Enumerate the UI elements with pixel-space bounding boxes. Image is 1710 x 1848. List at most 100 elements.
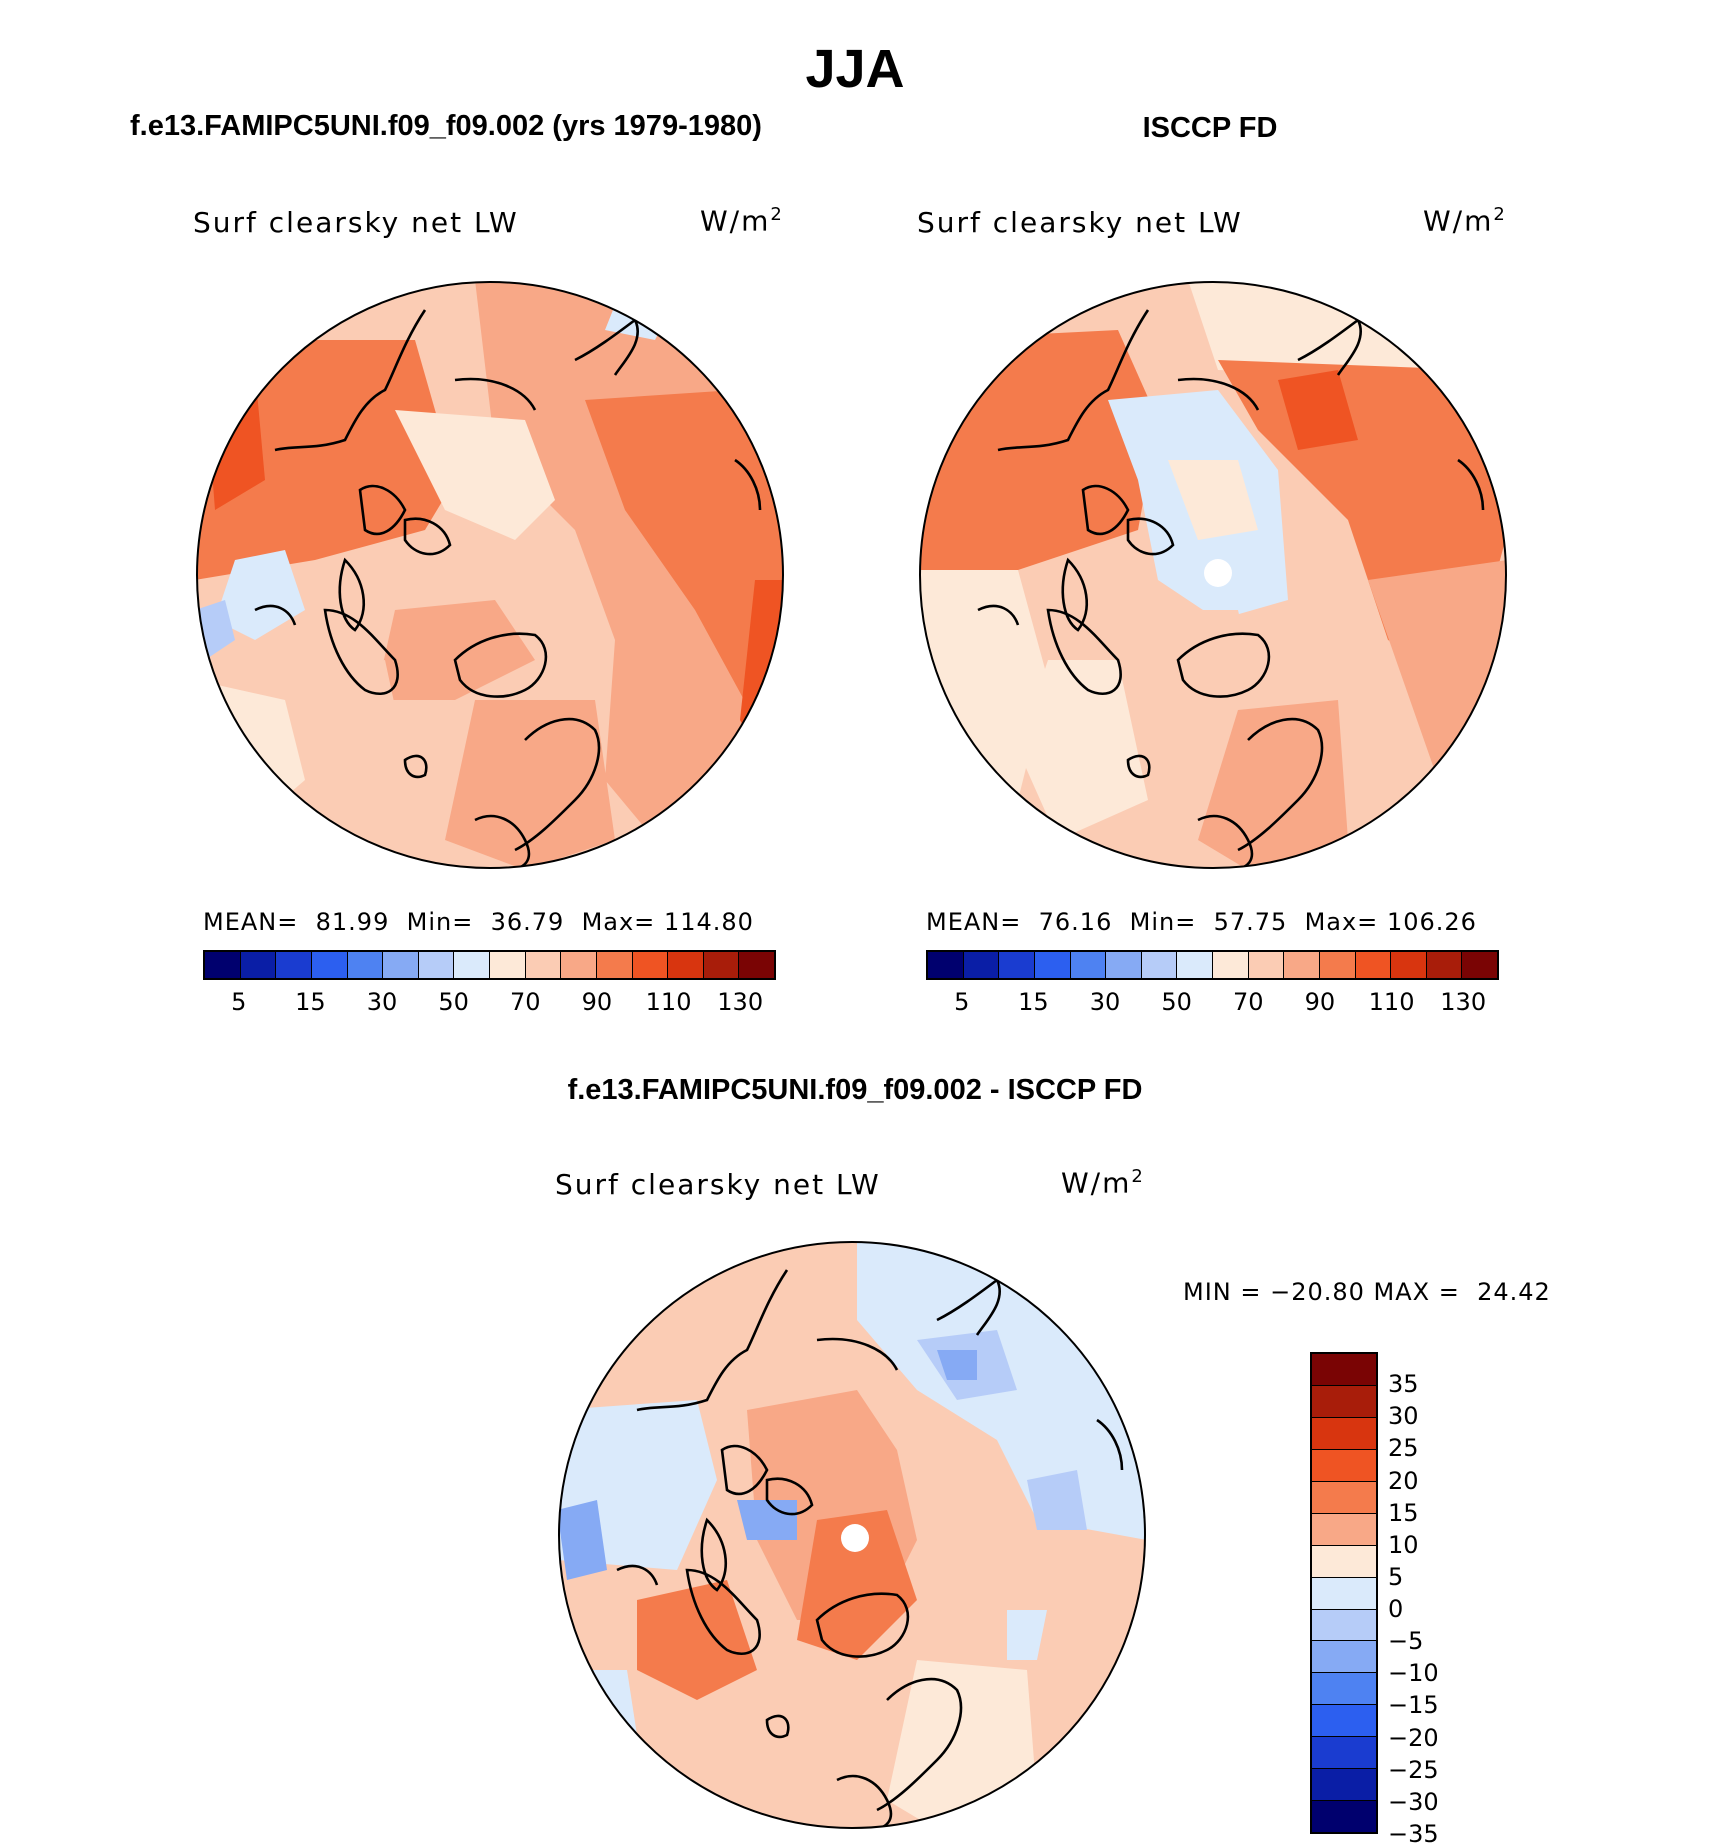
obs-colorbar-cell <box>928 952 964 978</box>
obs-colorbar-cell <box>1462 952 1497 978</box>
model-stats: MEAN= 81.99 Min= 36.79 Max= 114.80 <box>203 908 754 936</box>
model-colorbar <box>203 950 776 980</box>
obs-colorbar-tick-label: 130 <box>1440 988 1487 1016</box>
diff-colorbar-tick-label: −20 <box>1388 1723 1439 1752</box>
model-colorbar-cell <box>668 952 704 978</box>
obs-stats: MEAN= 76.16 Min= 57.75 Max= 106.26 <box>926 908 1477 936</box>
diff-colorbar-cell <box>1312 1801 1376 1833</box>
diff-colorbar-tick-label: 5 <box>1388 1562 1404 1591</box>
obs-case-title: ISCCP FD <box>1142 112 1278 144</box>
obs-colorbar-tick-label: 50 <box>1161 988 1192 1016</box>
model-colorbar-tick-label: 50 <box>438 988 469 1016</box>
diff-colorbar-cell <box>1312 1417 1376 1450</box>
diff-case-title: f.e13.FAMIPC5UNI.f09_f09.002 - ISCCP FD <box>567 1074 1143 1106</box>
obs-colorbar-tick-label: 30 <box>1089 988 1121 1016</box>
obs-colorbar-tick-label: 15 <box>1018 988 1049 1016</box>
obs-colorbar-cell <box>1177 952 1213 978</box>
model-colorbar-cell <box>276 952 312 978</box>
diff-colorbar-tick-label: −25 <box>1388 1755 1439 1784</box>
diff-colorbar-cell <box>1312 1769 1376 1802</box>
model-colorbar-tick-label: 90 <box>581 988 613 1016</box>
model-polar-map <box>196 281 784 869</box>
model-colorbar-cell <box>703 952 740 978</box>
diff-variable-label: Surf clearsky net LW <box>555 1168 881 1201</box>
model-colorbar-cell <box>561 952 597 978</box>
model-colorbar-tick-label: 110 <box>645 988 692 1016</box>
model-colorbar-cell <box>205 952 241 978</box>
obs-colorbar-tick-label: 90 <box>1304 988 1336 1016</box>
model-colorbar-cell <box>525 952 562 978</box>
diff-colorbar-cell <box>1312 1545 1376 1578</box>
diff-units-label: W/m2 <box>1061 1166 1145 1200</box>
diff-colorbar-cell <box>1312 1673 1376 1706</box>
diff-colorbar-cell <box>1312 1481 1376 1514</box>
diff-colorbar-tick-label: −15 <box>1388 1691 1439 1720</box>
diff-colorbar-tick-label: 20 <box>1388 1466 1419 1495</box>
diff-colorbar-tick-label: 15 <box>1388 1498 1419 1527</box>
model-colorbar-cell <box>490 952 526 978</box>
obs-colorbar-tick-label: 70 <box>1233 988 1264 1016</box>
diff-colorbar-cell <box>1312 1385 1376 1418</box>
diff-colorbar-tick-label: 0 <box>1388 1595 1404 1624</box>
obs-units-label: W/m2 <box>1423 204 1507 238</box>
obs-colorbar-cell <box>1248 952 1285 978</box>
obs-colorbar-cell <box>1070 952 1107 978</box>
model-colorbar-tick-label: 5 <box>231 988 247 1016</box>
model-colorbar-tick-label: 30 <box>366 988 398 1016</box>
model-variable-label: Surf clearsky net LW <box>193 206 519 239</box>
model-units-label: W/m2 <box>700 204 784 238</box>
diff-colorbar-cell <box>1312 1737 1376 1770</box>
diff-polar-map <box>558 1241 1146 1829</box>
obs-colorbar-cell <box>1284 952 1320 978</box>
obs-colorbar-ticks: 5 15 30 50 70 90 110 130 <box>926 988 1499 1018</box>
diff-colorbar-cell <box>1312 1513 1376 1546</box>
obs-colorbar-cell <box>1355 952 1392 978</box>
obs-colorbar-cell <box>1034 952 1071 978</box>
model-colorbar-cell <box>418 952 455 978</box>
diff-colorbar-cell <box>1312 1449 1376 1482</box>
model-colorbar-tick-label: 130 <box>717 988 764 1016</box>
obs-colorbar-cell <box>1319 952 1356 978</box>
model-colorbar-cell <box>596 952 633 978</box>
diff-colorbar-tick-label: −5 <box>1388 1627 1424 1656</box>
obs-colorbar-tick-label: 110 <box>1368 988 1415 1016</box>
page-title: JJA <box>805 39 905 99</box>
model-colorbar-tick-label: 70 <box>510 988 541 1016</box>
obs-colorbar-cell <box>999 952 1035 978</box>
diff-colorbar-cell <box>1312 1577 1376 1610</box>
obs-colorbar-cell <box>1141 952 1178 978</box>
diff-colorbar <box>1310 1352 1378 1834</box>
obs-colorbar <box>926 950 1499 980</box>
model-colorbar-cell <box>739 952 774 978</box>
obs-variable-label: Surf clearsky net LW <box>917 206 1243 239</box>
diff-colorbar-tick-label: −30 <box>1388 1787 1439 1816</box>
diff-colorbar-ticks: 35 30 25 20 15 10 5 0 −5 −10 −15 −20 −25 −30 −35 <box>1388 1352 1468 1848</box>
model-case-title: f.e13.FAMIPC5UNI.f09_f09.002 (yrs 1979-1… <box>130 110 762 142</box>
diff-minmax: MIN = −20.80 MAX = 24.42 <box>1183 1278 1551 1306</box>
obs-colorbar-cell <box>1213 952 1249 978</box>
obs-colorbar-cell <box>963 952 1000 978</box>
diff-colorbar-tick-label: 25 <box>1388 1434 1419 1463</box>
diff-colorbar-tick-label: −35 <box>1388 1820 1439 1848</box>
obs-colorbar-tick-label: 5 <box>954 988 970 1016</box>
obs-colorbar-cell <box>1106 952 1142 978</box>
obs-colorbar-cell <box>1426 952 1463 978</box>
diff-colorbar-tick-label: −10 <box>1388 1659 1439 1688</box>
diff-colorbar-tick-label: 30 <box>1388 1402 1419 1431</box>
obs-colorbar-cell <box>1391 952 1427 978</box>
model-colorbar-ticks: 5 15 30 50 70 90 110 130 <box>203 988 776 1018</box>
model-colorbar-cell <box>454 952 490 978</box>
diff-colorbar-tick-label: 10 <box>1388 1530 1419 1559</box>
model-colorbar-cell <box>632 952 669 978</box>
diff-colorbar-cell <box>1312 1609 1376 1642</box>
obs-polar-map <box>919 281 1507 869</box>
diff-colorbar-cell <box>1312 1705 1376 1738</box>
model-colorbar-cell <box>311 952 348 978</box>
model-colorbar-tick-label: 15 <box>295 988 326 1016</box>
diff-colorbar-tick-label: 35 <box>1388 1370 1419 1399</box>
diff-colorbar-cell <box>1312 1354 1376 1386</box>
model-colorbar-cell <box>347 952 384 978</box>
model-colorbar-cell <box>383 952 419 978</box>
model-colorbar-cell <box>240 952 277 978</box>
diff-colorbar-cell <box>1312 1641 1376 1674</box>
